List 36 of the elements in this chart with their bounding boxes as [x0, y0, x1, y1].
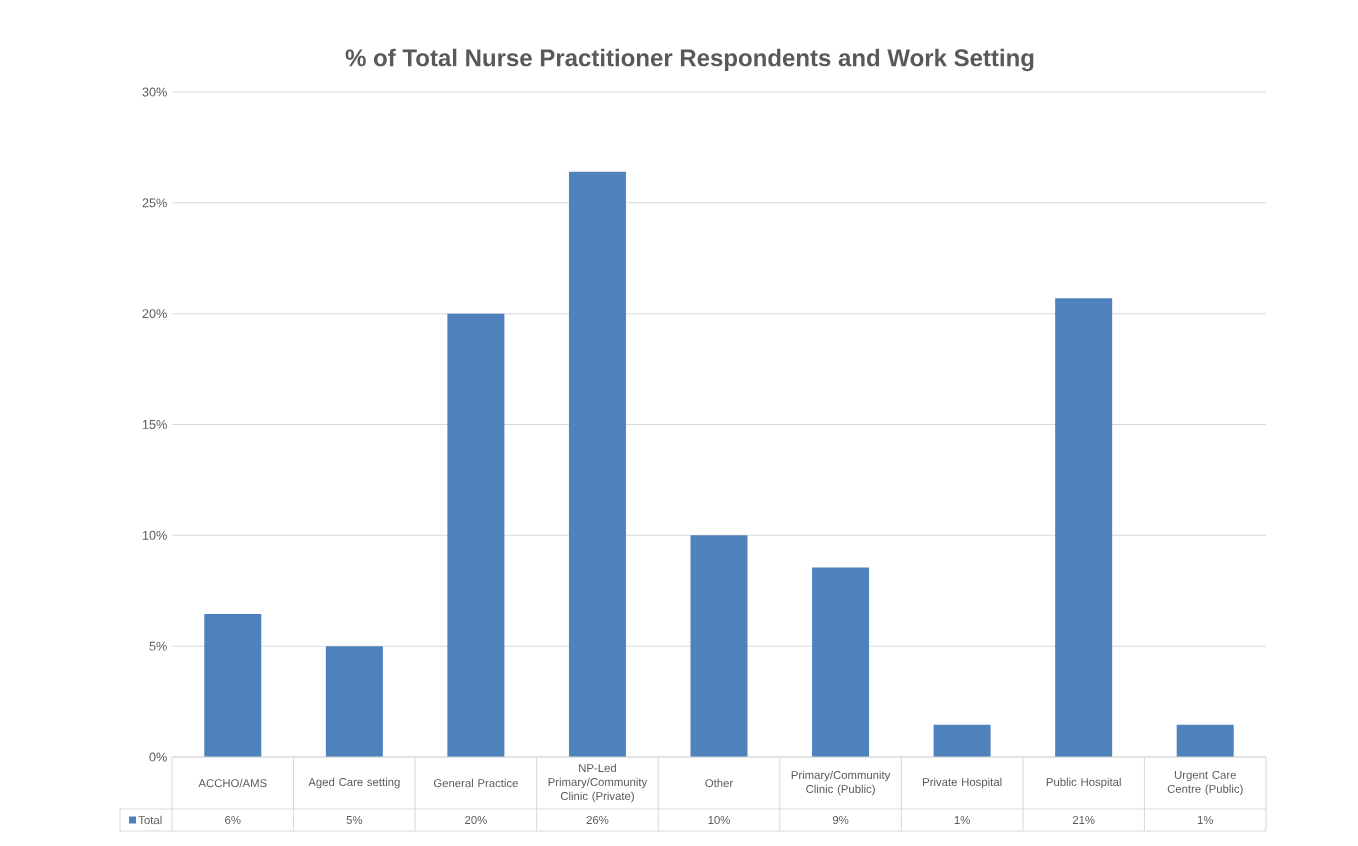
y-tick-label: 10%	[142, 530, 167, 540]
bar	[812, 567, 870, 757]
y-tick-label: 25%	[142, 198, 167, 208]
data-label: 9%	[832, 816, 849, 825]
y-tick-label: 0%	[149, 752, 167, 762]
x-tick-label: NP-Led Primary/Community Clinic (Private)	[548, 763, 648, 803]
x-tick-label: Private Hospital	[923, 777, 1002, 789]
x-tick-label: General Practice	[433, 778, 518, 788]
bar	[447, 313, 505, 757]
x-tick-label: Public Hospital	[1046, 777, 1121, 789]
chart-title: % of Total Nurse Practitioner Respondents and Work Setting	[345, 48, 1034, 72]
y-tick-label: 20%	[142, 309, 167, 319]
bar	[1176, 724, 1234, 757]
data-label: 26%	[586, 816, 609, 825]
data-label: 20%	[465, 816, 487, 825]
bar	[204, 614, 262, 757]
bar	[1055, 298, 1113, 757]
data-label: 1%	[1197, 816, 1214, 824]
data-label: 5%	[346, 816, 363, 824]
x-tick-label: Aged Care setting	[308, 777, 400, 789]
y-tick-label: 5%	[149, 641, 167, 651]
bar	[568, 171, 626, 757]
legend-label: Total	[138, 815, 162, 825]
x-tick-label: ACCHO/AMS	[198, 778, 267, 788]
data-label: 6%	[225, 816, 241, 825]
data-label: 10%	[708, 816, 730, 825]
data-label: 21%	[1072, 816, 1095, 824]
x-tick-label: Urgent Care Centre (Public)	[1167, 770, 1243, 796]
x-tick-label: Other	[705, 778, 733, 788]
x-tick-label: Primary/Community Clinic (Public)	[791, 770, 891, 796]
bar	[325, 646, 383, 757]
y-tick-label: 15%	[142, 420, 167, 429]
data-label: 1%	[954, 816, 970, 824]
y-tick-label: 30%	[142, 87, 167, 97]
bar	[933, 724, 991, 757]
bar	[690, 535, 748, 757]
